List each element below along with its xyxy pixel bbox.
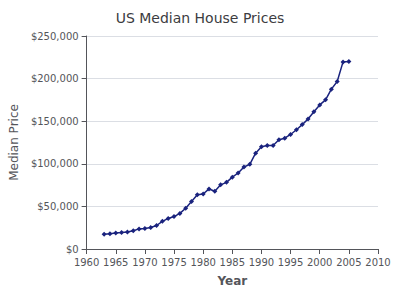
svg-text:2010: 2010 (365, 257, 390, 268)
svg-text:1970: 1970 (132, 257, 157, 268)
svg-text:$250,000: $250,000 (31, 31, 79, 42)
svg-text:$150,000: $150,000 (31, 116, 79, 127)
svg-text:1985: 1985 (220, 257, 245, 268)
svg-text:1995: 1995 (278, 257, 303, 268)
svg-text:Median Price: Median Price (7, 104, 21, 181)
svg-text:$100,000: $100,000 (31, 158, 79, 169)
svg-text:1965: 1965 (103, 257, 128, 268)
svg-text:1980: 1980 (190, 257, 215, 268)
svg-text:1960: 1960 (74, 257, 99, 268)
svg-text:$0: $0 (66, 244, 79, 255)
svg-text:Year: Year (216, 274, 247, 288)
svg-text:$50,000: $50,000 (37, 201, 78, 212)
svg-text:2005: 2005 (336, 257, 361, 268)
svg-text:1975: 1975 (161, 257, 186, 268)
svg-text:US Median House Prices: US Median House Prices (116, 10, 285, 26)
svg-text:1990: 1990 (249, 257, 274, 268)
svg-text:$200,000: $200,000 (31, 73, 79, 84)
svg-text:2000: 2000 (307, 257, 332, 268)
